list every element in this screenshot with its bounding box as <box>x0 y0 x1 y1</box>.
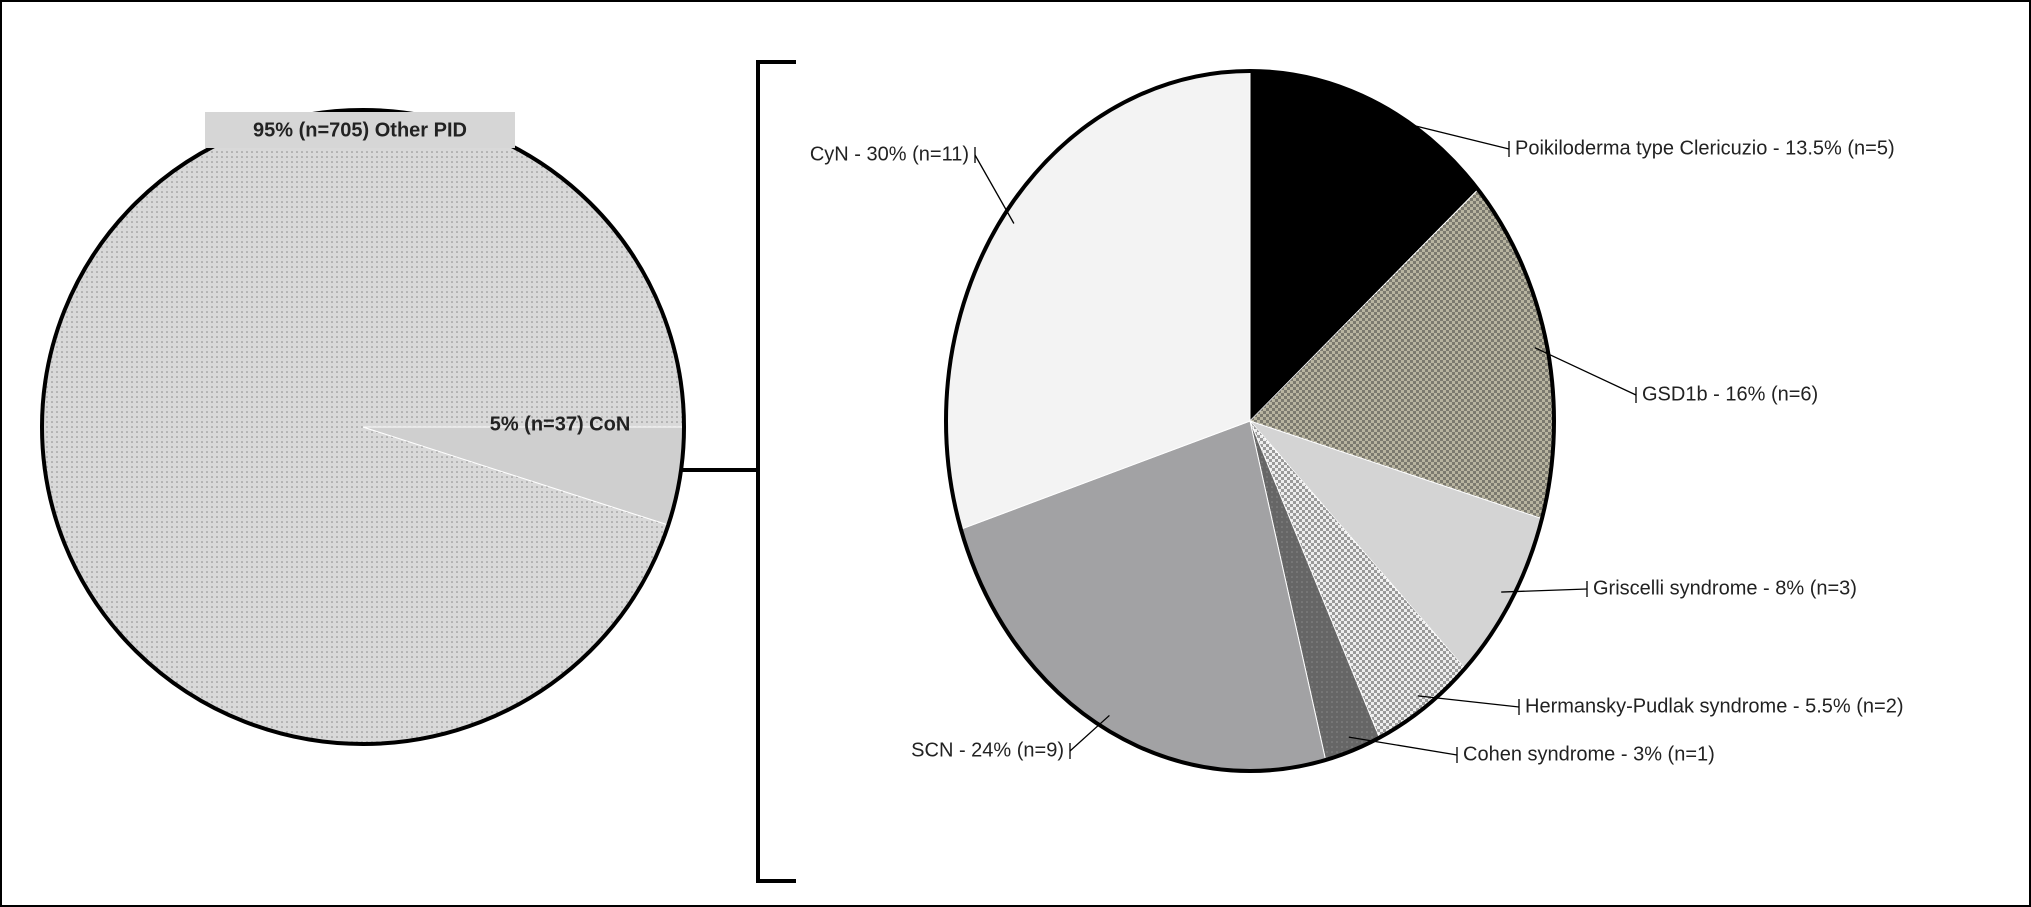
bracket <box>677 60 796 883</box>
leader-line <box>1501 588 1588 593</box>
slice-label: Griscelli syndrome - 8% (n=3) <box>1593 577 1857 599</box>
slice-label: Cohen syndrome - 3% (n=1) <box>1463 743 1715 765</box>
leader-line <box>1369 114 1510 150</box>
pie-outline <box>944 69 1556 773</box>
leader-line <box>1417 695 1520 708</box>
slice-label: SCN - 24% (n=9) <box>911 739 1064 761</box>
slice-label: GSD1b - 16% (n=6) <box>1642 383 1818 405</box>
leader-line <box>1069 714 1110 752</box>
leader-line <box>974 154 1015 224</box>
leader-line <box>1534 347 1637 396</box>
slice-label: CyN - 30% (n=11) <box>810 143 969 165</box>
leader-line <box>1348 736 1458 756</box>
label-background <box>205 112 515 148</box>
slice-label: 5% (n=37) CoN <box>490 413 631 435</box>
pie-outline <box>40 108 686 746</box>
slice-label: 95% (n=705) Other PID <box>253 119 467 141</box>
slice-label: Poikiloderma type Clericuzio - 13.5% (n=… <box>1515 137 1895 159</box>
slice-label: Hermansky-Pudlak syndrome - 5.5% (n=2) <box>1525 695 1903 717</box>
